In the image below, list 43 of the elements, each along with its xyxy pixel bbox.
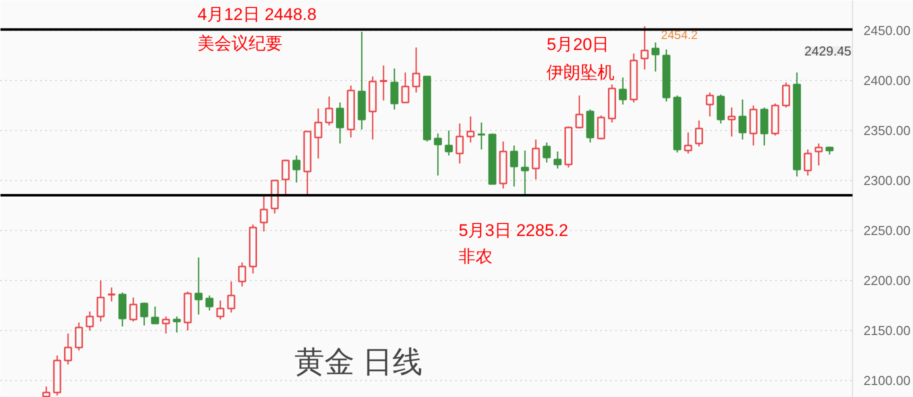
candlestick	[314, 108, 322, 160]
y-tick-label: 2300.00	[864, 173, 910, 188]
candlestick	[96, 280, 105, 322]
candlestick	[456, 122, 464, 164]
candlestick	[814, 142, 823, 166]
candlestick	[706, 92, 714, 118]
candlestick	[760, 106, 768, 146]
candlestick	[804, 148, 812, 176]
annotation: 伊朗坠机	[546, 63, 615, 82]
annotation: 5月20日	[546, 35, 610, 54]
candlestick	[346, 84, 355, 138]
candlestick	[532, 138, 540, 180]
annotation: 非农	[458, 247, 493, 266]
candlestick	[378, 64, 388, 102]
candlestick	[640, 26, 649, 70]
y-tick-label: 2450.00	[864, 23, 910, 38]
y-tick-label: 2200.00	[864, 273, 910, 288]
candlestick	[499, 140, 508, 190]
candlestick	[542, 142, 551, 164]
annotation: 2454.2	[660, 28, 698, 42]
candlestick	[520, 150, 529, 196]
candlestick	[172, 316, 181, 334]
annotation: 4月12日 2448.8	[198, 5, 317, 24]
candlestick	[238, 262, 246, 288]
candlestick	[368, 76, 377, 140]
y-tick-label: 2250.00	[864, 223, 910, 238]
y-tick-label: 2350.00	[864, 123, 910, 138]
text: 黄金 日线	[294, 346, 423, 379]
candlestick	[412, 46, 420, 94]
candlestick	[586, 108, 594, 144]
candlestick	[358, 31, 366, 130]
annotation: 美会议纪要	[198, 34, 282, 53]
candlestick	[728, 106, 736, 138]
candlestick	[260, 194, 268, 232]
candlestick	[476, 122, 486, 150]
annotation: 2429.45	[804, 44, 852, 59]
y-tick-label: 2150.00	[864, 323, 910, 338]
candlestick	[618, 76, 627, 106]
y-tick-label: 2400.00	[864, 73, 910, 88]
annotation: 5月3日 2285.2	[458, 221, 568, 240]
y-tick-label: 2100.00	[864, 373, 910, 388]
candlestick	[194, 256, 203, 316]
candlestick	[184, 290, 192, 332]
